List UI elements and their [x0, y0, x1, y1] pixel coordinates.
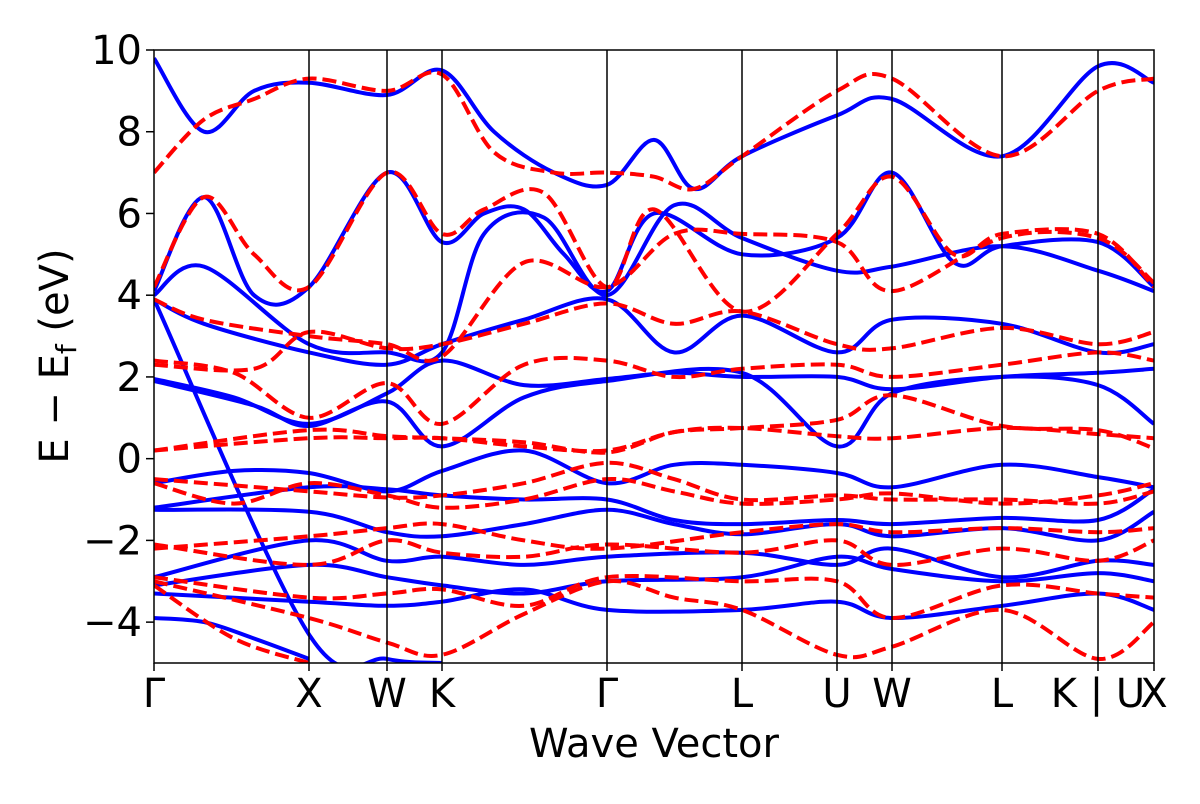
x-tick-label: K	[429, 671, 457, 717]
x-tick-label: L	[991, 671, 1014, 717]
x-axis-label: Wave Vector	[529, 721, 780, 767]
x-tick-label: W	[367, 671, 407, 717]
solid-band-line	[154, 358, 1154, 426]
y-tick-label: −2	[83, 518, 142, 564]
kpoint-divider-lines	[308, 50, 1099, 663]
solid-band-line	[154, 57, 1154, 191]
solid-band-line	[154, 587, 1154, 621]
y-tick-label: 8	[117, 110, 142, 156]
dashed-band-line	[154, 169, 1154, 314]
x-tick-label: Γ	[143, 671, 166, 717]
dashed-band-line	[154, 583, 310, 663]
x-tick-label: K | U	[1051, 671, 1145, 717]
x-tick-label: W	[872, 671, 912, 717]
dashed-band-series	[154, 70, 1154, 663]
x-tick-label: L	[731, 671, 754, 717]
y-axis-ticks: −4 −2 0 2 4 6 8 10	[83, 28, 154, 646]
y-tick-label: 2	[117, 355, 142, 401]
dashed-band-line	[154, 393, 1154, 454]
x-tick-label: X	[1140, 671, 1167, 717]
bands-layer	[154, 57, 1154, 663]
y-tick-label: 6	[117, 191, 142, 237]
plot-frame	[153, 49, 1155, 664]
x-tick-label: X	[295, 671, 322, 717]
dashed-band-line	[154, 477, 1154, 510]
solid-band-line	[154, 366, 1154, 449]
dashed-band-line	[154, 350, 1154, 426]
solid-band-line	[154, 296, 1154, 367]
solid-band-line	[154, 616, 310, 661]
y-tick-label: 10	[91, 28, 142, 74]
solid-band-line	[154, 448, 1154, 494]
dashed-band-line	[154, 574, 1154, 621]
y-axis-label: E − Ef (eV)	[32, 248, 83, 463]
dashed-band-line	[154, 460, 1154, 506]
dashed-band-line	[154, 227, 1154, 363]
y-tick-label: −4	[83, 600, 142, 646]
y-tick-label: 4	[117, 273, 142, 319]
dashed-band-line	[154, 578, 1154, 661]
y-tick-label: 0	[117, 437, 142, 483]
dashed-band-line	[154, 70, 1154, 192]
x-tick-label: Γ	[596, 671, 619, 717]
dashed-band-line	[154, 301, 1154, 373]
x-tick-label: U	[822, 671, 851, 717]
dashed-band-line	[154, 425, 1154, 455]
